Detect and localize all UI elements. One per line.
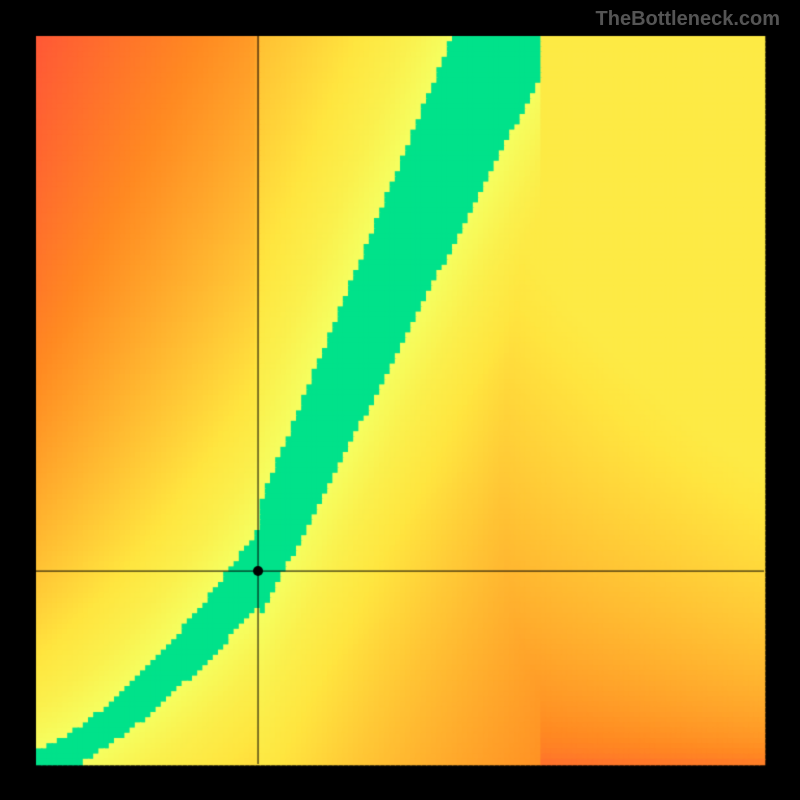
watermark-text: TheBottleneck.com — [596, 8, 780, 31]
chart-container: TheBottleneck.com — [0, 0, 800, 800]
heatmap-canvas — [0, 0, 800, 800]
